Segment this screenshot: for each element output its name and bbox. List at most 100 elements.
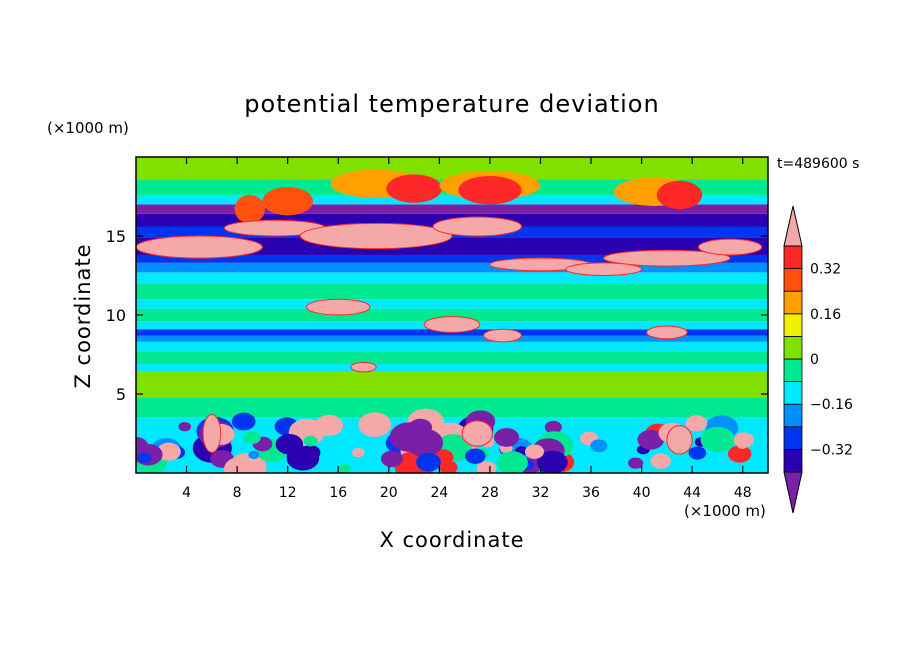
- turbulence-blob: [178, 421, 192, 432]
- turbulence-blob: [299, 419, 310, 427]
- field-band: [136, 194, 768, 205]
- x-tick-label: 44: [683, 485, 701, 501]
- x-tick-label: 4: [182, 485, 191, 501]
- x-axis-ticks: 4 8 12 16 20 24 28 32 36 40 44 48: [182, 157, 752, 501]
- turbulence-blob: [352, 447, 365, 458]
- turbulence-blob: [137, 452, 152, 464]
- y-unit-label: (×1000 m): [47, 119, 129, 137]
- positive-filament: [603, 249, 731, 267]
- positive-filament: [299, 222, 453, 250]
- positive-filament: [666, 425, 693, 455]
- colorbar-segment: [783, 313, 803, 337]
- colorbar-segment: [783, 245, 803, 270]
- colorbar-segment: [783, 403, 803, 428]
- turbulence-blob: [688, 446, 707, 460]
- turbulence-blob: [628, 457, 644, 469]
- positive-filament: [423, 316, 481, 333]
- colorbar-tick-label: 0.32: [810, 262, 841, 278]
- turbulence-blob: [497, 451, 528, 473]
- field-band: [136, 397, 768, 418]
- y-axis-label: Z coordinate: [71, 243, 95, 388]
- turbulence-blob: [494, 428, 520, 447]
- colorbar-underflow: [783, 471, 803, 514]
- x-tick-label: 24: [430, 485, 448, 501]
- x-tick-label: 40: [633, 485, 651, 501]
- x-tick-label: 16: [329, 485, 347, 501]
- y-tick-label: 10: [106, 306, 126, 325]
- turbulence-blob: [248, 450, 260, 460]
- field-band: [136, 157, 768, 180]
- x-tick-label: 36: [582, 485, 600, 501]
- colorbar-segment: [783, 448, 803, 473]
- turbulence-blob: [650, 453, 671, 469]
- warm-anomaly: [656, 180, 703, 210]
- positive-filament: [565, 262, 643, 276]
- colorbar-tick-label: 0.16: [810, 307, 841, 323]
- warm-anomaly: [234, 194, 265, 224]
- x-unit-label: (×1000 m): [684, 502, 766, 520]
- positive-filament: [697, 238, 763, 256]
- turbulence-blob: [338, 464, 351, 473]
- warm-anomaly: [262, 187, 313, 216]
- turbulence-blob: [275, 434, 304, 455]
- turbulence-blob: [733, 432, 754, 448]
- x-tick-label: 20: [380, 485, 398, 501]
- colorbar-segment: [783, 426, 803, 450]
- turbulence-blob: [314, 414, 344, 436]
- x-tick-label: 8: [233, 485, 242, 501]
- y-tick-label: 5: [116, 385, 126, 404]
- time-label: t=489600 s: [777, 156, 859, 172]
- y-tick-label: 15: [106, 227, 126, 246]
- field-band: [136, 262, 768, 273]
- colorbar-segment: [783, 335, 803, 360]
- field-band: [136, 237, 768, 255]
- field-band: [136, 204, 768, 214]
- field-band: [136, 363, 768, 372]
- colorbar-overflow: [783, 205, 803, 247]
- turbulence-blob: [243, 431, 261, 445]
- field-band: [136, 341, 768, 352]
- turbulence-blob: [380, 450, 403, 468]
- positive-filament: [202, 414, 222, 453]
- turbulence-blob: [416, 452, 441, 472]
- turbulence-blob: [524, 444, 545, 459]
- field-band: [136, 254, 768, 263]
- colorbar-segment: [783, 290, 803, 315]
- x-tick-label: 32: [532, 485, 550, 501]
- field-band: [136, 335, 768, 342]
- turbulence-blob: [231, 412, 256, 431]
- turbulence-blob: [157, 444, 179, 461]
- chart-title: potential temperature deviation: [244, 90, 659, 118]
- turbulence-blob: [476, 461, 497, 473]
- positive-filament: [483, 328, 523, 343]
- turbulence-blob: [464, 448, 486, 464]
- field-band: [136, 283, 768, 300]
- turbulence-blob: [358, 412, 392, 438]
- turbulence-blob: [303, 435, 318, 447]
- field-band: [136, 299, 768, 309]
- x-tick-label: 28: [481, 485, 499, 501]
- turbulence-blob: [685, 415, 708, 432]
- field-band: [136, 272, 768, 284]
- turbulence-blob: [544, 420, 562, 434]
- colorbar: 0.32 0.16 0 −0.16 −0.32: [783, 205, 853, 514]
- colorbar-segment: [783, 268, 803, 292]
- positive-filament: [306, 298, 371, 316]
- colorbar-tick-label: 0: [810, 352, 819, 368]
- colorbar-tick-label: −0.32: [810, 442, 853, 458]
- contour-field: [136, 157, 768, 473]
- positive-filament: [432, 216, 523, 237]
- turbulence-blob: [727, 445, 752, 463]
- field-band: [136, 371, 768, 398]
- x-axis-label: X coordinate: [379, 528, 524, 552]
- colorbar-segment: [783, 358, 803, 383]
- positive-filament: [646, 325, 688, 340]
- x-tick-label: 48: [734, 485, 752, 501]
- positive-filament: [136, 235, 263, 259]
- warm-anomaly: [386, 174, 442, 203]
- turbulence-blob: [700, 426, 735, 453]
- turbulence-blob: [389, 422, 429, 452]
- warm-anomaly: [458, 175, 522, 205]
- turbulence-blob: [300, 445, 321, 461]
